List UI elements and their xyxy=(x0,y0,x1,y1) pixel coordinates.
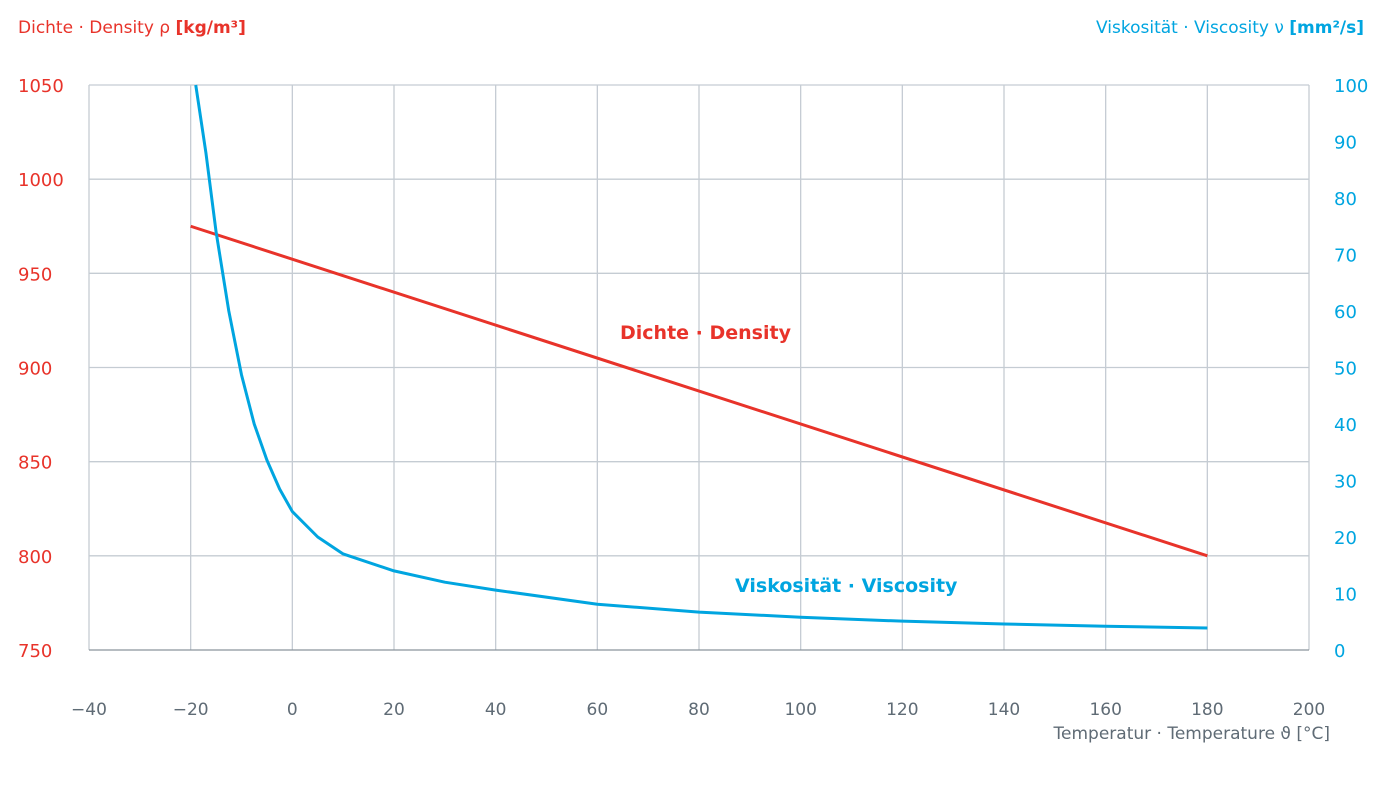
x-tick-label: 0 xyxy=(287,700,298,720)
y-left-tick-label: 1000 xyxy=(18,170,64,191)
y-right-tick-label: 100 xyxy=(1334,76,1368,97)
x-tick-label: 200 xyxy=(1293,700,1325,720)
y-right-tick-label: 90 xyxy=(1334,133,1357,154)
viscosity-line xyxy=(194,84,1208,630)
x-tick-label: 40 xyxy=(485,700,507,720)
x-tick-label: −40 xyxy=(71,700,107,720)
y-right-tick-label: 20 xyxy=(1334,528,1357,549)
y-left-tick-label: 800 xyxy=(18,547,52,568)
y-right-tick-label: 10 xyxy=(1334,585,1357,606)
right-axis-title-text: Viskosität · Viscosity ν xyxy=(1096,18,1284,38)
y-left-tick-label: 950 xyxy=(18,264,52,285)
y-right-tick-label: 50 xyxy=(1334,359,1357,380)
left-axis-title-text: Dichte · Density ρ xyxy=(18,18,171,38)
y-right-tick-label: 60 xyxy=(1334,302,1357,323)
left-axis-title: Dichte · Density ρ [kg/m³] xyxy=(18,18,246,38)
y-right-tick-label: 70 xyxy=(1334,246,1357,267)
y-left-tick-label: 900 xyxy=(18,359,52,380)
x-tick-label: 120 xyxy=(886,700,918,720)
y-right-tick-label: 40 xyxy=(1334,415,1357,436)
y-right-tick-label: 30 xyxy=(1334,472,1357,493)
x-tick-label: −20 xyxy=(173,700,209,720)
x-tick-label: 140 xyxy=(988,700,1020,720)
right-axis-title: Viskosität · Viscosity ν [mm²/s] xyxy=(1096,18,1364,38)
right-axis-unit: [mm²/s] xyxy=(1289,18,1364,38)
density-line xyxy=(190,224,1208,558)
x-tick-label: 180 xyxy=(1191,700,1223,720)
x-tick-label: 80 xyxy=(688,700,710,720)
x-tick-label: 60 xyxy=(587,700,609,720)
viscosity-series-label: Viskosität · Viscosity xyxy=(735,575,958,597)
left-axis-unit: [kg/m³] xyxy=(175,18,246,38)
y-left-tick-label: 750 xyxy=(18,641,52,662)
x-tick-label: 20 xyxy=(383,700,405,720)
density-series-label: Dichte · Density xyxy=(620,322,792,344)
x-tick-label: 160 xyxy=(1089,700,1121,720)
y-left-tick-label: 1050 xyxy=(18,76,64,97)
y-left-tick-label: 850 xyxy=(18,453,52,474)
x-axis-title: Temperatur · Temperature ϑ [°C] xyxy=(1053,724,1330,744)
y-right-tick-label: 80 xyxy=(1334,189,1357,210)
x-tick-label: 100 xyxy=(784,700,816,720)
y-right-tick-label: 0 xyxy=(1334,641,1345,662)
